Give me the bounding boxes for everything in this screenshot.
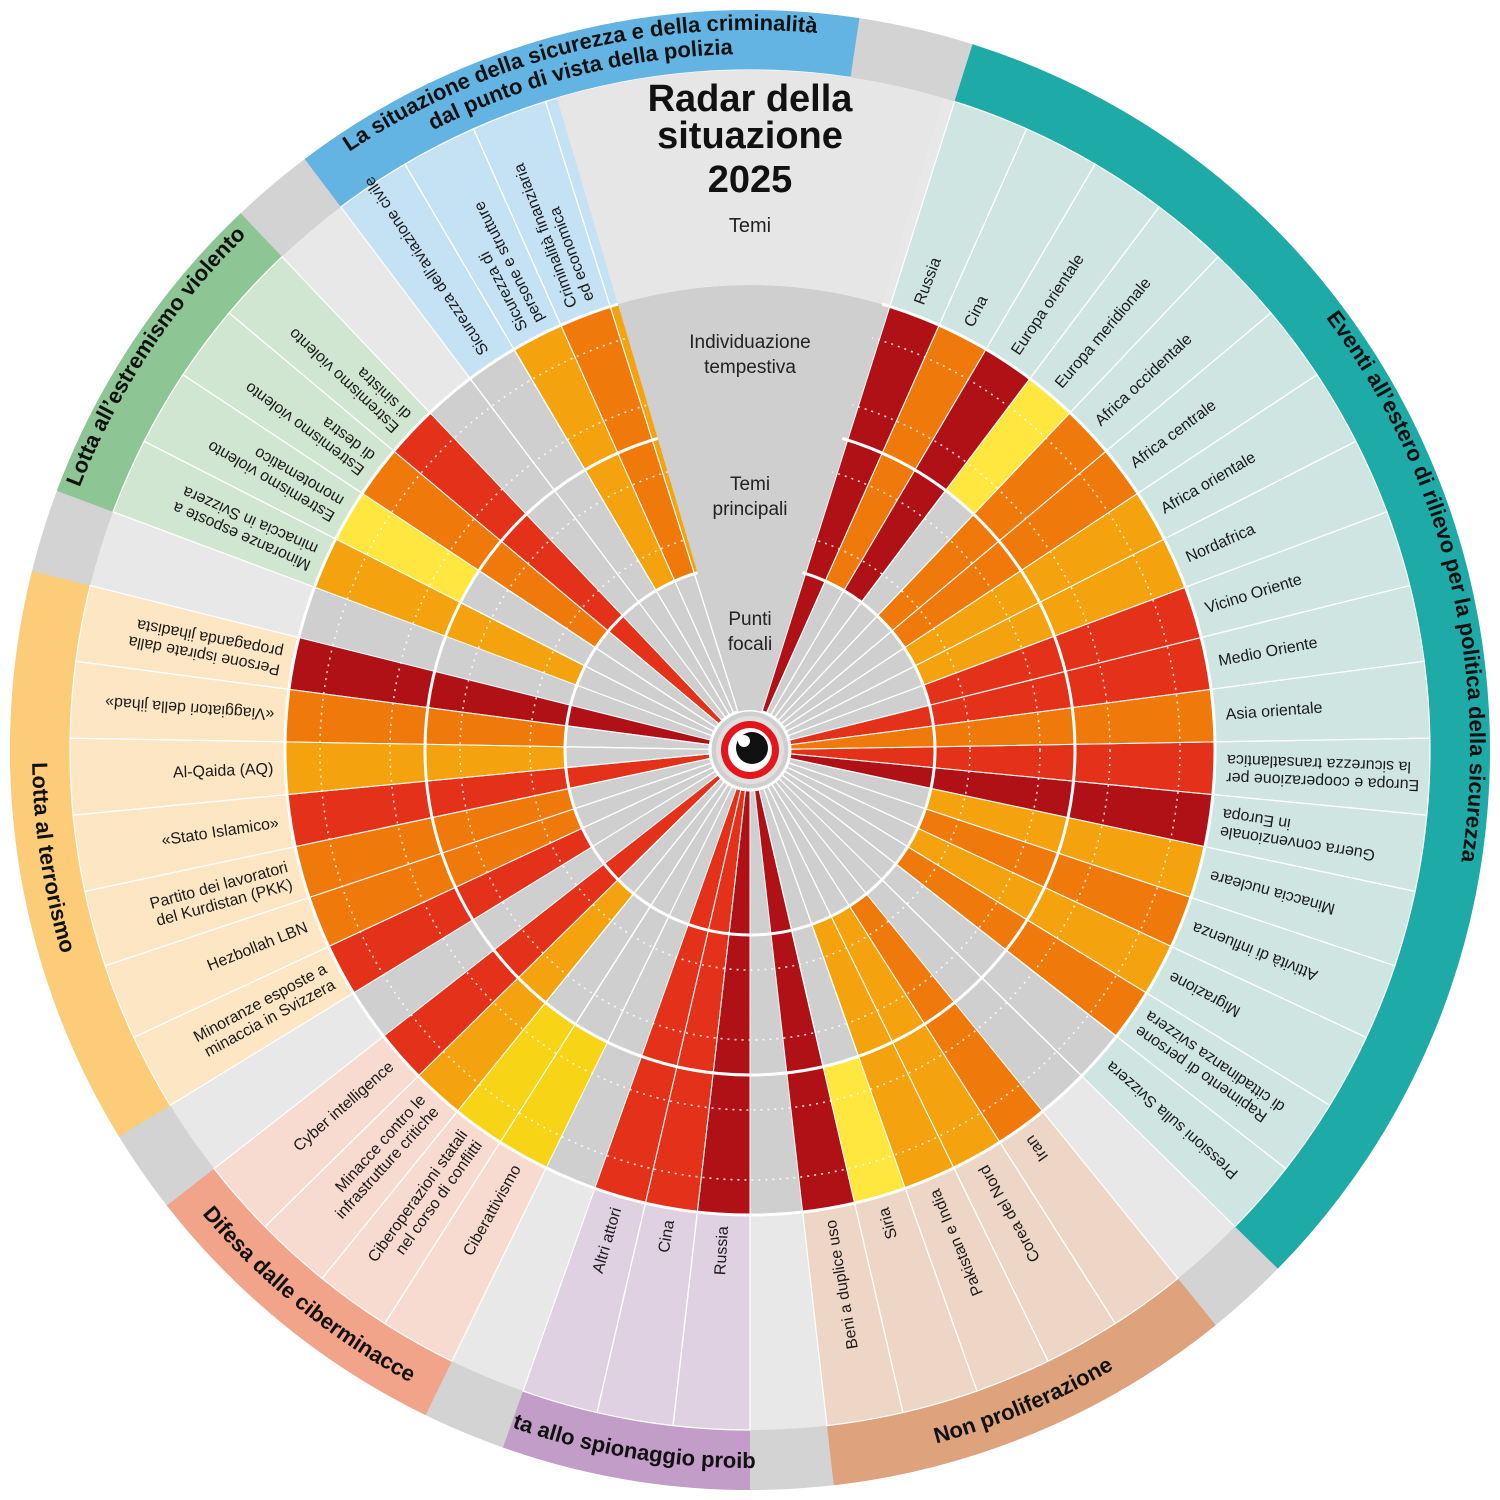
radar-title-line-2: situazione <box>657 115 843 157</box>
wedge-iran <box>849 893 1043 1143</box>
ring-label-main-topics-1: Temi <box>730 474 770 495</box>
wedge-estremismo-violento-monotematico <box>335 493 479 603</box>
topic-cell-beni-a-duplice-uso <box>801 1202 904 1427</box>
wedge-corea-del-nord <box>831 906 1000 1168</box>
wedge-cina <box>645 788 746 1213</box>
wedge-hezbollah-lbn <box>309 808 583 947</box>
temi-label: Temi <box>729 215 771 237</box>
category-band-difesa-dalle-ciberminacce <box>166 1168 452 1416</box>
wedge-sicurezza-di-persone-e-strutture <box>513 325 675 591</box>
wedge-europa-orientale <box>843 349 1030 603</box>
wedge-russia <box>697 789 750 1215</box>
dotted-ring-0 <box>319 319 1181 1181</box>
topic-cell-altri-attori <box>522 1187 647 1414</box>
topic-label-text: Al-Qaida (AQ) <box>173 761 274 782</box>
topic-label-band-lotta-al-terrorismo <box>69 585 354 1106</box>
radar-title-line-3: 2025 <box>708 159 793 201</box>
title-wedge <box>556 69 944 305</box>
wedge-minoranze-esposte-a-minaccia-in-svizzera <box>328 828 593 993</box>
wedge-estremismo-violento-di-destra <box>362 451 609 648</box>
wedge-beni-a-duplice-uso <box>754 788 855 1213</box>
wedge-pakistan-e-india <box>811 916 954 1189</box>
radar-center: Radar della situazione 2025 Temi Individ… <box>556 69 944 784</box>
wedge-russia <box>762 306 940 714</box>
topic-label-russia: Russia <box>712 1226 732 1276</box>
topic-cell-estremismo-violento-di-sinistra <box>228 255 431 452</box>
wedge-altri-attori <box>594 787 741 1204</box>
wedge-africa-orientale <box>904 493 1165 667</box>
category-band-non-proliferazione <box>826 1278 1216 1486</box>
category-band-lotta-al-terrorismo <box>10 570 171 1137</box>
category-band-eventi-all-estero-di-rilievo-per-la-poli <box>954 44 1491 1269</box>
wedge-ciberoperazioni-statali-nel-corso-di-con <box>457 1002 576 1143</box>
ring-label-early-detection-2: tempestiva <box>704 357 796 378</box>
wedge-migrazione <box>907 828 1172 993</box>
topic-label-band-non-proliferazione <box>802 1111 1178 1426</box>
wedge-cyber-intelligence <box>383 774 722 1076</box>
wedge-estremismo-violento-di-sinistra <box>393 412 723 725</box>
ring-label-focal-points-1: Punti <box>728 609 771 630</box>
topic-label-al-qaida-aq: Al-Qaida (AQ) <box>173 761 274 782</box>
ring-label-main-topics-2: principali <box>713 499 788 520</box>
radar-sectors <box>284 284 1216 1215</box>
wedge-ciberattivismo <box>500 1024 608 1168</box>
wedge-asia-orientale <box>789 689 1215 750</box>
wedge-minaccia-nucleare <box>925 788 1205 898</box>
wedge-criminalita-finanziaria-ed-economica <box>560 306 695 581</box>
wedge-attivita-di-influenza <box>917 808 1191 947</box>
wedge-partito-dei-lavoratori-del-kurdistan-pkk <box>295 788 575 898</box>
topic-label-text: Russia <box>712 1226 732 1276</box>
wedge-cina <box>825 325 987 591</box>
topic-cell-persone-ispirate-dalla-propaganda-jihadi <box>75 584 300 690</box>
ring-label-focal-points-2: focali <box>728 634 772 655</box>
category-band-la-situazione-della-sicurezza-e-della-cr <box>304 10 860 207</box>
wedge-stato-islamico <box>287 753 711 847</box>
wedge-nordafrica <box>914 538 1186 686</box>
wedge-rapimento-di-persone-di-cittadinanza-svi <box>895 846 1147 1037</box>
wedge-siria <box>823 1056 906 1204</box>
category-band-lotta-all-estremismo-violento <box>56 213 282 512</box>
wedge-minacce-contro-le-infrastrutture-critich <box>418 879 634 1112</box>
title-wedge-field <box>617 285 883 712</box>
wedge-vicino-oriente <box>923 587 1202 706</box>
eye-icon-highlight <box>738 735 750 747</box>
wedge-persone-ispirate-dalla-propaganda-jihadi <box>288 637 712 745</box>
topic-label-band-eventi-all-estero-di-rilievo-per-la-poli <box>889 101 1431 1227</box>
category-band-lotta-allo-spionaggio-proibito <box>502 1391 750 1490</box>
topic-label-band-lotta-all-estremismo-violento <box>113 256 430 588</box>
ring-label-early-detection-1: Individuazione <box>689 332 810 353</box>
topic-label-text: Cina <box>656 1219 678 1254</box>
wedge-europa-meridionale <box>945 378 1071 515</box>
topic-cell-pressioni-sulla-svizzera <box>1080 1035 1287 1228</box>
wedge-africa-centrale <box>891 451 1138 648</box>
topic-label-cina: Cina <box>656 1219 678 1254</box>
radar-title-line-1: Radar della <box>648 78 854 120</box>
wedge-minoranze-esposte-a-minaccia-in-svizzera <box>314 538 586 686</box>
wedge-europa-e-cooperazione-per-la-sicurezza-t <box>789 741 1216 795</box>
topic-cell-cyber-intelligence <box>213 1035 420 1228</box>
wedge-guerra-convenzionale-in-europa <box>789 753 1213 847</box>
wedge-medio-oriente <box>788 637 1212 745</box>
wedge-africa-occidentale <box>877 412 1107 632</box>
